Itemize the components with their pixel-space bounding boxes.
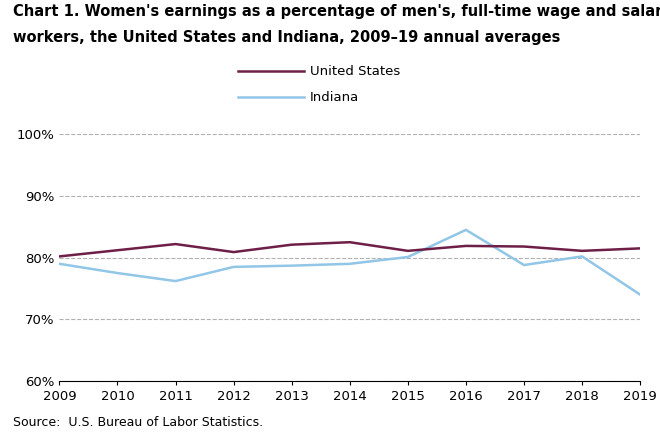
Text: Indiana: Indiana	[310, 91, 360, 104]
Text: Chart 1. Women's earnings as a percentage of men's, full-time wage and salary: Chart 1. Women's earnings as a percentag…	[13, 4, 660, 19]
Text: United States: United States	[310, 65, 401, 78]
Text: workers, the United States and Indiana, 2009–19 annual averages: workers, the United States and Indiana, …	[13, 30, 560, 45]
Text: Source:  U.S. Bureau of Labor Statistics.: Source: U.S. Bureau of Labor Statistics.	[13, 416, 263, 429]
